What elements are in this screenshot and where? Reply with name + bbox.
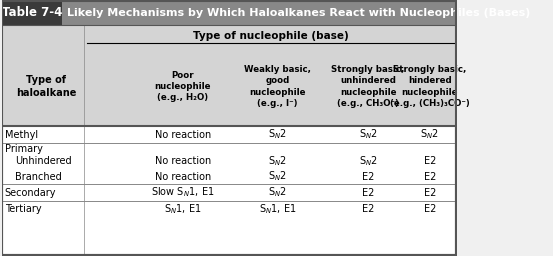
Text: S$_N$1, E1: S$_N$1, E1: [259, 202, 296, 216]
Text: S$_N$2: S$_N$2: [268, 186, 287, 199]
Text: Table 7-4: Table 7-4: [2, 6, 62, 19]
Text: No reaction: No reaction: [155, 130, 211, 140]
Text: Type of nucleophile (base): Type of nucleophile (base): [192, 31, 348, 41]
Text: Unhindered: Unhindered: [15, 156, 71, 166]
Text: Methyl: Methyl: [5, 130, 38, 140]
Text: Strongly basic,
hindered
nucleophile
(e.g., (CH₃)₃CO⁻): Strongly basic, hindered nucleophile (e.…: [390, 65, 469, 108]
Text: Slow S$_N$1, E1: Slow S$_N$1, E1: [151, 186, 215, 199]
Bar: [61, 1, 456, 25]
Text: E2: E2: [424, 187, 436, 197]
Text: S$_N$2: S$_N$2: [358, 155, 378, 168]
Text: Strongly basic,
unhindered
nucleophile
(e.g., CH₃O⁻): Strongly basic, unhindered nucleophile (…: [331, 65, 405, 108]
Text: S$_N$2: S$_N$2: [358, 127, 378, 141]
Text: S$_N$2: S$_N$2: [268, 127, 287, 141]
Text: E2: E2: [424, 156, 436, 166]
Text: S$_N$2: S$_N$2: [420, 127, 439, 141]
Text: Secondary: Secondary: [5, 187, 56, 197]
Text: E2: E2: [424, 172, 436, 182]
Bar: [2, 25, 456, 126]
Text: Poor
nucleophile
(e.g., H₂O): Poor nucleophile (e.g., H₂O): [154, 71, 211, 102]
Text: Primary: Primary: [5, 144, 43, 154]
Text: E2: E2: [362, 172, 374, 182]
Text: No reaction: No reaction: [155, 172, 211, 182]
Text: Type of
haloalkane: Type of haloalkane: [16, 75, 76, 98]
Text: E2: E2: [362, 187, 374, 197]
Text: S$_N$2: S$_N$2: [268, 155, 287, 168]
Text: Weakly basic,
good
nucleophile
(e.g., I⁻): Weakly basic, good nucleophile (e.g., I⁻…: [244, 65, 311, 108]
Text: S$_N$2: S$_N$2: [268, 169, 287, 183]
Text: Branched: Branched: [15, 172, 61, 182]
Text: S$_N$1, E1: S$_N$1, E1: [164, 202, 201, 216]
Text: E2: E2: [362, 205, 374, 215]
Text: Likely Mechanisms by Which Haloalkanes React with Nucleophiles (Bases): Likely Mechanisms by Which Haloalkanes R…: [66, 8, 530, 18]
Bar: [2, 1, 61, 25]
Text: Tertiary: Tertiary: [5, 205, 41, 215]
Text: E2: E2: [424, 205, 436, 215]
Text: No reaction: No reaction: [155, 156, 211, 166]
